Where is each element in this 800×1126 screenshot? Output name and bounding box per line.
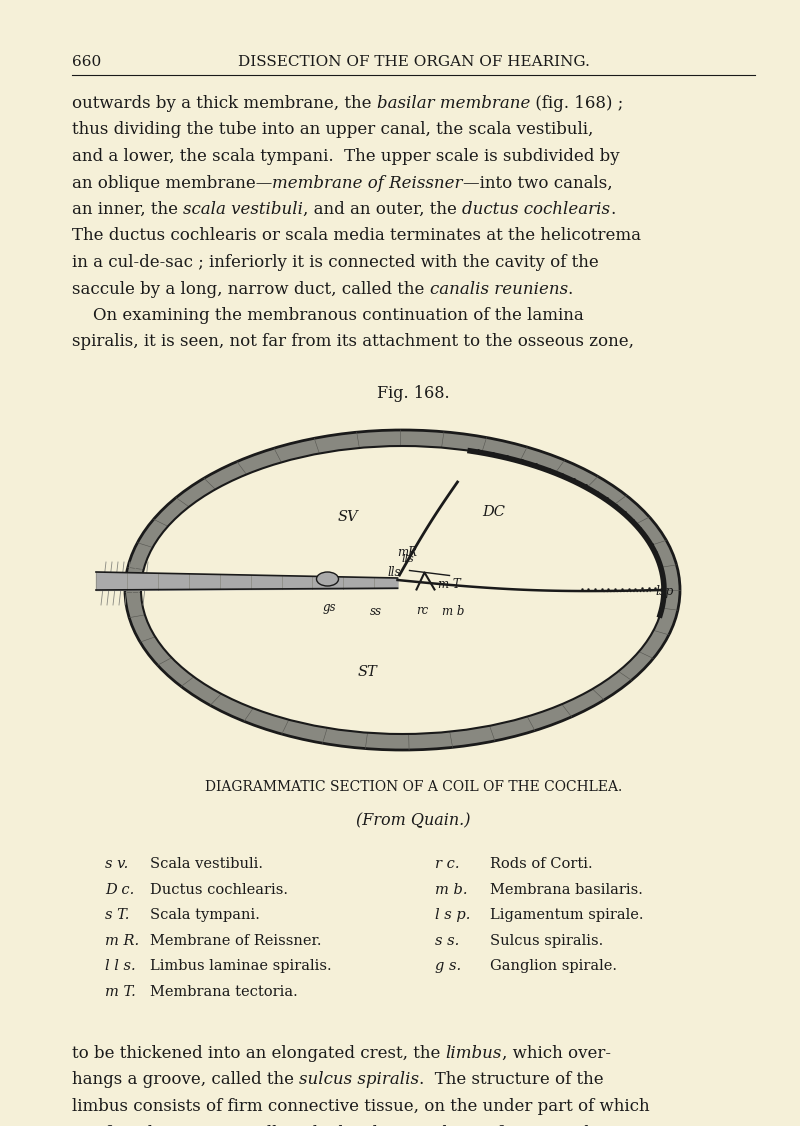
Text: l s p.: l s p. bbox=[435, 908, 470, 922]
Text: Ductus cochlearis.: Ductus cochlearis. bbox=[150, 883, 288, 896]
Text: Membrana tectoria.: Membrana tectoria. bbox=[150, 984, 298, 999]
Text: rc: rc bbox=[417, 605, 429, 617]
Text: in a cul-de-sac ; inferiorly it is connected with the cavity of the: in a cul-de-sac ; inferiorly it is conne… bbox=[72, 254, 598, 271]
Text: —into two canals,: —into two canals, bbox=[463, 175, 613, 191]
Text: lsp: lsp bbox=[655, 586, 674, 598]
Text: limbus consists of firm connective tissue, on the under part of which: limbus consists of firm connective tissu… bbox=[72, 1098, 650, 1115]
Text: .: . bbox=[568, 280, 573, 297]
Text: m T.: m T. bbox=[105, 984, 136, 999]
Text: (From Quain.): (From Quain.) bbox=[356, 812, 470, 829]
Text: hangs a groove, called the: hangs a groove, called the bbox=[72, 1072, 299, 1089]
Text: .  The structure of the: . The structure of the bbox=[419, 1072, 604, 1089]
Text: Ganglion spirale.: Ganglion spirale. bbox=[490, 959, 617, 973]
Text: , which over-: , which over- bbox=[502, 1045, 611, 1062]
Text: m R.: m R. bbox=[105, 933, 139, 947]
Text: s s.: s s. bbox=[435, 933, 459, 947]
Text: s v.: s v. bbox=[105, 857, 128, 872]
Text: an oblique membrane—: an oblique membrane— bbox=[72, 175, 272, 191]
Text: Limbus laminae spiralis.: Limbus laminae spiralis. bbox=[150, 959, 332, 973]
Text: Scala tympani.: Scala tympani. bbox=[150, 908, 260, 922]
Text: scala vestibuli: scala vestibuli bbox=[183, 202, 303, 218]
Text: saccule by a long, narrow duct, called the: saccule by a long, narrow duct, called t… bbox=[72, 280, 430, 297]
Text: spiralis, it is seen, not far from its attachment to the osseous zone,: spiralis, it is seen, not far from its a… bbox=[72, 333, 634, 350]
Text: and a lower, the scala tympani.  The upper scale is subdivided by: and a lower, the scala tympani. The uppe… bbox=[72, 148, 620, 166]
Text: m b: m b bbox=[442, 606, 465, 618]
Text: thus dividing the tube into an upper canal, the scala vestibuli,: thus dividing the tube into an upper can… bbox=[72, 122, 594, 138]
Text: lls: lls bbox=[402, 554, 414, 564]
Text: DC: DC bbox=[482, 504, 506, 519]
Text: The ductus cochlearis or scala media terminates at the helicotrema: The ductus cochlearis or scala media ter… bbox=[72, 227, 641, 244]
Text: s T.: s T. bbox=[105, 908, 130, 922]
Text: g s.: g s. bbox=[435, 959, 461, 973]
Text: to be thickened into an elongated crest, the: to be thickened into an elongated crest,… bbox=[72, 1045, 446, 1062]
Text: Ligamentum spirale.: Ligamentum spirale. bbox=[490, 908, 643, 922]
Text: outwards by a thick membrane, the: outwards by a thick membrane, the bbox=[72, 95, 377, 111]
Text: Rods of Corti.: Rods of Corti. bbox=[490, 857, 593, 872]
Text: lls: lls bbox=[387, 566, 401, 579]
Text: sulcus spiralis: sulcus spiralis bbox=[299, 1072, 419, 1089]
Text: On examining the membranous continuation of the lamina: On examining the membranous continuation… bbox=[72, 307, 584, 324]
Text: D c.: D c. bbox=[105, 883, 134, 896]
Text: ductus cochlearis: ductus cochlearis bbox=[462, 202, 610, 218]
Text: r c.: r c. bbox=[435, 857, 459, 872]
Ellipse shape bbox=[125, 430, 680, 750]
Text: Fig. 168.: Fig. 168. bbox=[377, 385, 450, 402]
Text: gs: gs bbox=[322, 601, 336, 614]
Text: Membrana basilaris.: Membrana basilaris. bbox=[490, 883, 643, 896]
Text: are found numerous cells.  The basilar membrane forms, at the: are found numerous cells. The basilar me… bbox=[72, 1125, 605, 1126]
Text: canalis reuniens: canalis reuniens bbox=[430, 280, 568, 297]
Text: Membrane of Reissner.: Membrane of Reissner. bbox=[150, 933, 322, 947]
Text: 660: 660 bbox=[72, 55, 102, 69]
Text: SV: SV bbox=[337, 510, 358, 524]
Text: an inner, the: an inner, the bbox=[72, 202, 183, 218]
Text: .: . bbox=[610, 202, 616, 218]
Text: m T: m T bbox=[438, 579, 462, 591]
Text: DIAGRAMMATIC SECTION OF A COIL OF THE COCHLEA.: DIAGRAMMATIC SECTION OF A COIL OF THE CO… bbox=[205, 780, 622, 794]
Text: ST: ST bbox=[358, 665, 378, 679]
Text: l l s.: l l s. bbox=[105, 959, 136, 973]
Text: membrane of Reissner: membrane of Reissner bbox=[272, 175, 463, 191]
Ellipse shape bbox=[141, 446, 664, 734]
Text: Sulcus spiralis.: Sulcus spiralis. bbox=[490, 933, 603, 947]
Text: m b.: m b. bbox=[435, 883, 467, 896]
Text: basilar membrane: basilar membrane bbox=[377, 95, 530, 111]
Text: , and an outer, the: , and an outer, the bbox=[303, 202, 462, 218]
Text: DISSECTION OF THE ORGAN OF HEARING.: DISSECTION OF THE ORGAN OF HEARING. bbox=[238, 55, 590, 69]
Ellipse shape bbox=[317, 572, 338, 586]
Text: limbus: limbus bbox=[446, 1045, 502, 1062]
Text: ss: ss bbox=[370, 605, 382, 618]
Text: mR: mR bbox=[397, 546, 417, 560]
Text: Scala vestibuli.: Scala vestibuli. bbox=[150, 857, 263, 872]
Text: (fig. 168) ;: (fig. 168) ; bbox=[530, 95, 623, 111]
